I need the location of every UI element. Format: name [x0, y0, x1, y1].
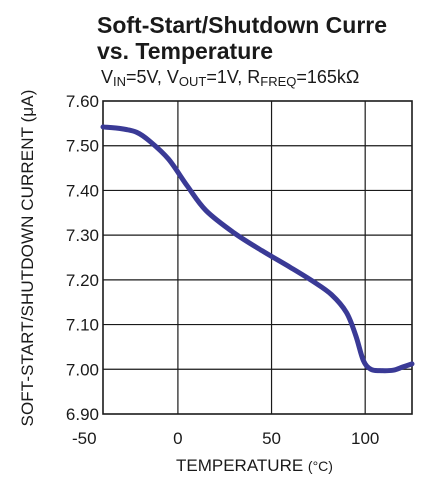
rfreq-subscript: FREQ	[260, 74, 297, 89]
chart-subtitle: VIN=5V, VOUT=1V, RFREQ=165kΩ	[101, 66, 359, 93]
y-tick-label: 7.30	[66, 226, 99, 245]
vout-symbol: V	[166, 67, 179, 87]
rfreq-value: =165kΩ	[296, 67, 360, 87]
y-tick-label: 7.00	[66, 360, 99, 379]
x-tick-label: -50	[72, 429, 97, 448]
y-tick-label: 7.40	[66, 181, 99, 200]
y-tick-label: 6.90	[66, 405, 99, 424]
x-tick-label: 0	[173, 429, 182, 448]
vout-value: =1V,	[206, 67, 248, 87]
vin-symbol: V	[101, 67, 114, 87]
y-tick-labels: 7.60 7.50 7.40 7.30 7.20 7.10 7.00 6.90	[66, 92, 99, 424]
x-axis-label-unit: (°C)	[307, 458, 333, 474]
vout-subscript: OUT	[178, 74, 207, 89]
y-tick-label: 7.50	[66, 137, 99, 156]
x-tick-label: 100	[351, 429, 379, 448]
x-axis-label-text: TEMPERATURE	[176, 456, 308, 475]
rfreq-symbol: R	[247, 67, 261, 87]
vin-value: =5V,	[126, 67, 167, 87]
y-tick-label: 7.10	[66, 316, 99, 335]
chart-title-line1: Soft-Start/Shutdown Curre	[97, 12, 388, 38]
plot-frame	[102, 100, 413, 415]
x-tick-labels: -50050100150	[72, 429, 379, 448]
vin-subscript: IN	[113, 74, 127, 89]
y-tick-label: 7.60	[66, 92, 99, 111]
y-tick-label: 7.20	[66, 271, 99, 290]
x-tick-label: 50	[262, 429, 281, 448]
x-axis-label: TEMPERATURE (°C)	[176, 456, 333, 476]
series-line	[100, 124, 415, 374]
chart-title-line2: vs. Temperature	[97, 38, 273, 64]
